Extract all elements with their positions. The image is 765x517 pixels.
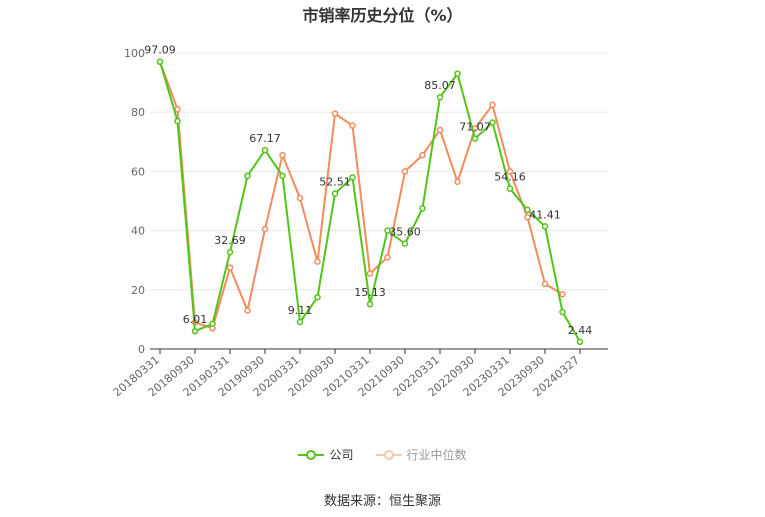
data-point-company <box>209 320 216 328</box>
y-tick-label: 40 <box>131 225 145 238</box>
data-point-company <box>314 293 321 301</box>
data-point-industry-median <box>541 280 549 288</box>
data-point-company <box>279 172 286 180</box>
chart-title: 市销率历史分位（%） <box>302 6 463 25</box>
data-point-industry-median <box>436 126 444 134</box>
data-point-company <box>401 240 409 247</box>
y-tick-label: 20 <box>131 284 145 297</box>
data-point-company <box>296 318 304 326</box>
data-label: 15.13 <box>354 286 386 299</box>
data-point-industry-median <box>384 253 391 261</box>
y-tick-label: 0 <box>138 343 145 356</box>
data-point-industry-median <box>419 151 426 159</box>
data-point-company <box>191 327 199 335</box>
legend-line-icon <box>298 449 325 460</box>
data-point-company <box>226 248 234 256</box>
data-point-industry-median <box>366 270 374 277</box>
data-point-company <box>349 174 356 181</box>
legend-item-industry-median[interactable]: 行业中位数 <box>375 446 467 463</box>
data-label: 97.09 <box>144 44 176 57</box>
data-point-company <box>419 205 426 212</box>
data-label: 35.60 <box>389 226 421 239</box>
data-point-company <box>541 223 549 230</box>
data-point-industry-median <box>489 101 496 109</box>
data-label: 9.11 <box>288 304 313 317</box>
data-point-company <box>436 93 444 101</box>
series-line-industry-median <box>159 61 564 330</box>
data-point-industry-median <box>349 122 356 129</box>
data-point-company <box>489 119 496 126</box>
data-point-company <box>261 146 269 154</box>
data-point-industry-median <box>226 264 234 271</box>
data-point-company <box>559 308 566 316</box>
data-label: 71.07 <box>459 121 491 134</box>
data-point-company <box>524 206 531 214</box>
legend-item-company[interactable]: 公司 <box>298 446 354 463</box>
data-point-industry-median <box>506 168 514 175</box>
data-point-company <box>454 70 461 77</box>
data-point-industry-median <box>401 168 409 175</box>
data-point-industry-median <box>244 307 251 314</box>
data-point-industry-median <box>296 194 304 202</box>
legend-line-icon <box>375 449 402 460</box>
data-label: 54.16 <box>494 171 526 184</box>
data-point-company <box>174 117 181 125</box>
legend-label-company: 公司 <box>329 448 354 462</box>
data-point-industry-median <box>331 110 339 117</box>
data-point-company <box>331 190 339 197</box>
data-source: 数据来源：恒生聚源 <box>323 494 441 509</box>
data-point-industry-median <box>174 105 181 113</box>
data-label: 32.69 <box>214 234 246 247</box>
data-point-industry-median <box>279 151 286 159</box>
data-point-industry-median <box>559 290 566 298</box>
y-tick-label: 100 <box>124 47 145 60</box>
y-tick-label: 60 <box>131 165 145 178</box>
legend-label-industry-median: 行业中位数 <box>406 448 467 462</box>
data-point-industry-median <box>314 258 321 265</box>
legend: 公司 行业中位数 <box>0 446 765 463</box>
series-line-company <box>159 61 581 343</box>
data-label: 2.44 <box>568 324 593 337</box>
data-label: 67.17 <box>249 132 281 145</box>
data-point-company <box>471 135 479 142</box>
data-label: 52.51 <box>319 176 351 189</box>
data-point-company <box>156 58 164 65</box>
y-tick-label: 80 <box>131 106 145 119</box>
data-label: 85.07 <box>424 79 456 92</box>
data-label: 41.41 <box>529 208 561 221</box>
data-label: 6.01 <box>183 313 208 326</box>
data-point-company <box>506 185 514 192</box>
data-point-company <box>576 338 584 346</box>
data-point-industry-median <box>261 225 269 233</box>
data-point-industry-median <box>524 214 531 221</box>
data-point-company <box>384 227 391 234</box>
data-point-company <box>366 300 374 308</box>
data-point-industry-median <box>454 178 461 186</box>
data-point-company <box>244 172 251 180</box>
